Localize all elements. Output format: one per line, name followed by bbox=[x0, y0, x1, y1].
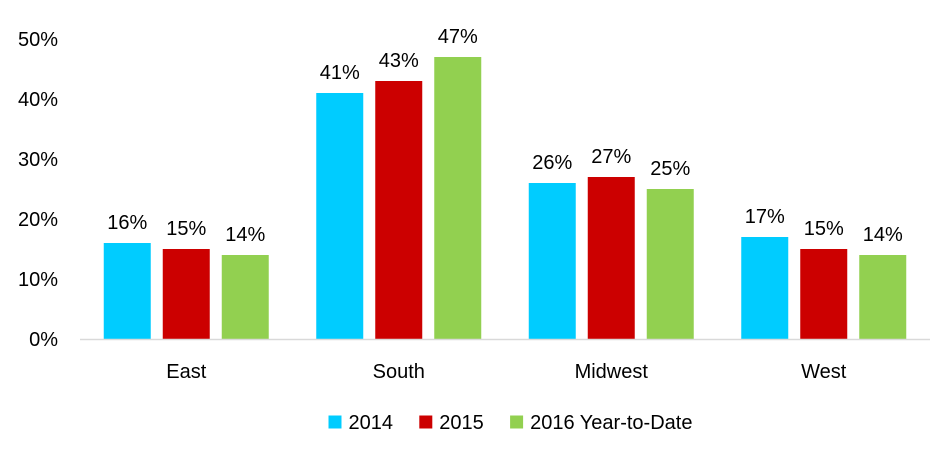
data-label: 47% bbox=[438, 26, 478, 48]
legend-swatch bbox=[419, 415, 433, 429]
legend-swatch bbox=[328, 415, 342, 429]
data-label: 43% bbox=[379, 50, 419, 72]
bar-east-0 bbox=[103, 243, 151, 339]
legend: 2014 2015 2016 Year-to-Date bbox=[328, 412, 692, 434]
bar-south-0 bbox=[316, 93, 364, 339]
x-category-label: East bbox=[166, 361, 206, 383]
data-label: 17% bbox=[745, 206, 785, 228]
data-label: 15% bbox=[166, 218, 206, 240]
bar-midwest-2 bbox=[646, 189, 694, 339]
x-axis: East South Midwest West bbox=[166, 361, 847, 383]
data-label: 16% bbox=[107, 212, 147, 234]
data-label: 14% bbox=[863, 224, 903, 246]
y-axis: 0% 10% 20% 30% 40% 50% bbox=[18, 29, 58, 351]
x-category-label: West bbox=[801, 361, 847, 383]
bar-east-1 bbox=[162, 249, 210, 339]
x-category-label: South bbox=[373, 361, 425, 383]
y-tick-label: 50% bbox=[18, 29, 58, 51]
data-label: 26% bbox=[532, 152, 572, 174]
data-label: 41% bbox=[320, 62, 360, 84]
bar-south-1 bbox=[375, 81, 423, 339]
bars bbox=[103, 57, 907, 339]
bar-west-1 bbox=[800, 249, 848, 339]
y-tick-label: 40% bbox=[18, 89, 58, 111]
legend-swatch bbox=[510, 415, 524, 429]
legend-label: 2015 bbox=[439, 412, 484, 434]
data-labels: 16% 15% 14% 41% 43% 47% 26% 27% 25% 17% 15% 14% bbox=[107, 26, 903, 246]
y-tick-label: 20% bbox=[18, 209, 58, 231]
bar-west-2 bbox=[859, 255, 907, 339]
bar-midwest-1 bbox=[587, 177, 635, 339]
data-label: 25% bbox=[650, 158, 690, 180]
bar-west-0 bbox=[741, 237, 789, 339]
legend-label: 2016 Year-to-Date bbox=[530, 412, 692, 434]
data-label: 27% bbox=[591, 146, 631, 168]
y-tick-label: 30% bbox=[18, 149, 58, 171]
bar-east-2 bbox=[221, 255, 269, 339]
x-category-label: Midwest bbox=[575, 361, 649, 383]
y-tick-label: 10% bbox=[18, 269, 58, 291]
bar-midwest-0 bbox=[528, 183, 576, 339]
legend-label: 2014 bbox=[349, 412, 394, 434]
legend-item: 2016 Year-to-Date bbox=[510, 412, 692, 434]
legend-item: 2014 bbox=[328, 412, 394, 434]
data-label: 14% bbox=[225, 224, 265, 246]
legend-item: 2015 bbox=[419, 412, 484, 434]
bar-south-2 bbox=[434, 57, 482, 339]
data-label: 15% bbox=[804, 218, 844, 240]
y-tick-label: 0% bbox=[29, 329, 58, 351]
